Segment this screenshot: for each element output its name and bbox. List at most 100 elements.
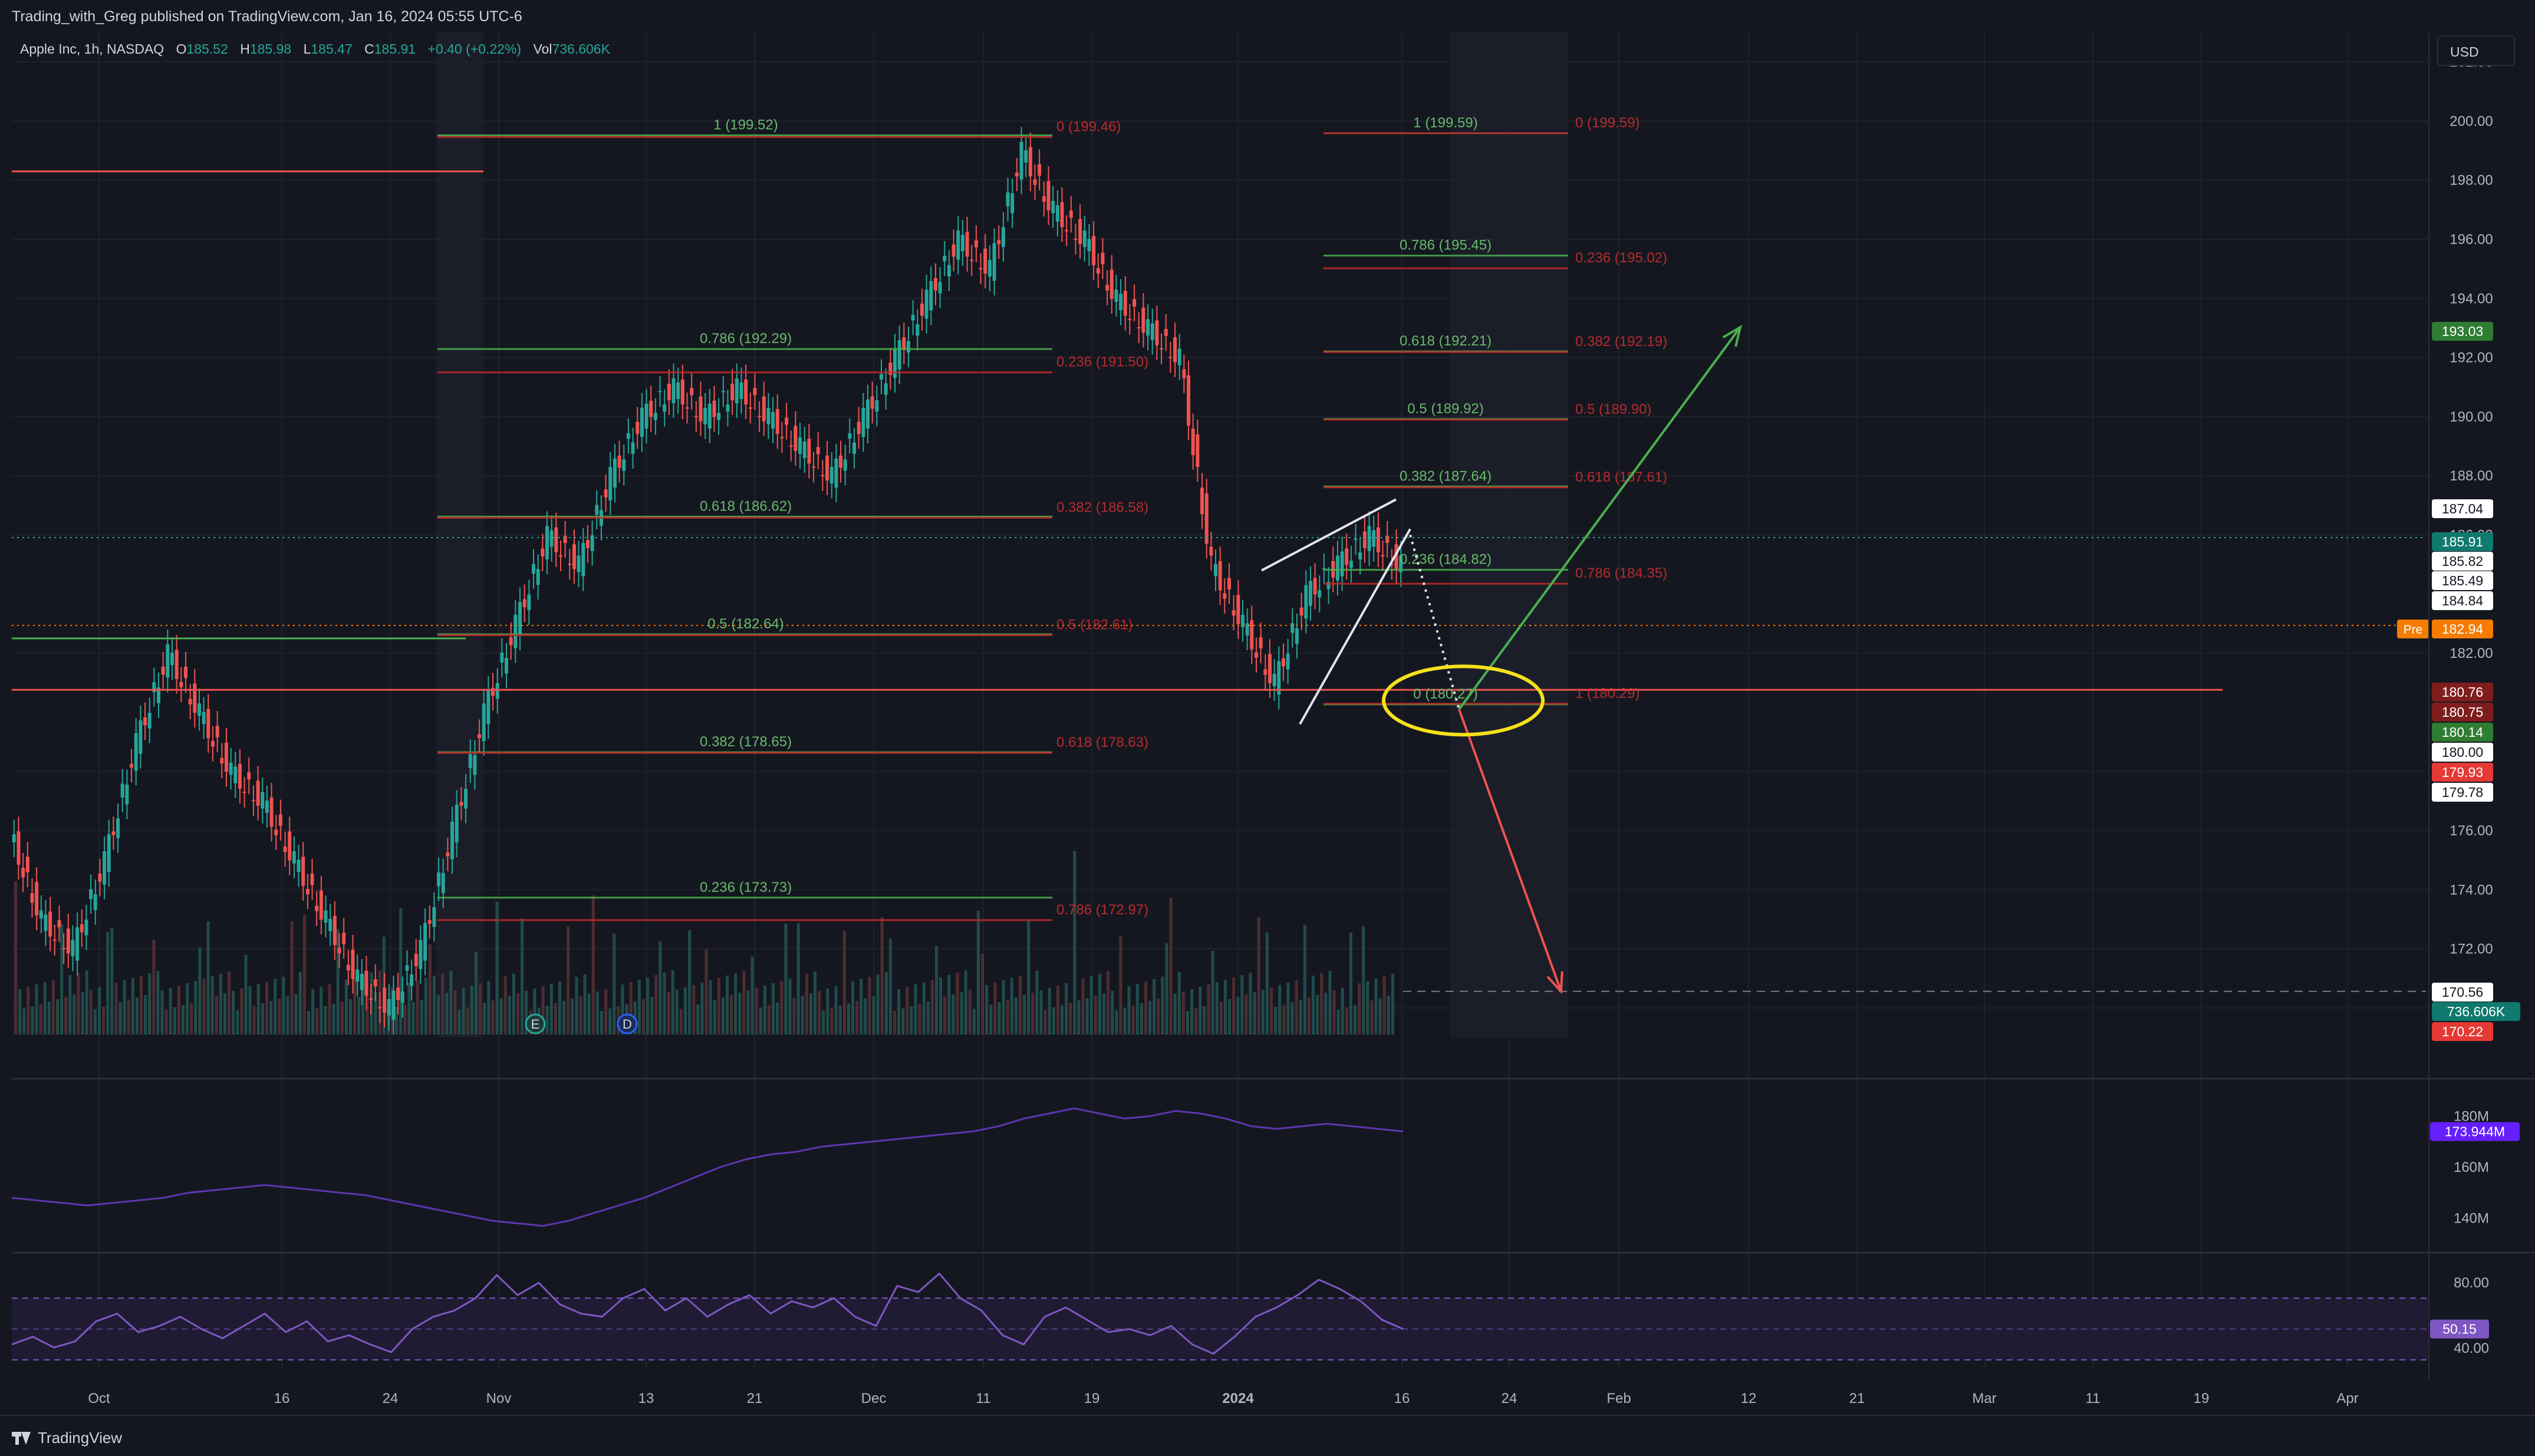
candle-body	[396, 987, 400, 1000]
volume-bar	[441, 973, 445, 1035]
volume-bar	[1043, 1010, 1047, 1035]
volume-bar	[499, 998, 503, 1035]
fib-level-label: 0 (199.59)	[1575, 115, 1639, 131]
candle-body	[175, 650, 179, 679]
volume-bar	[805, 974, 808, 1035]
candle-body	[563, 535, 567, 543]
volume-bar	[1265, 933, 1269, 1035]
candle-body	[505, 657, 509, 674]
candle-body	[1132, 299, 1137, 307]
volume-bar	[232, 991, 235, 1035]
volume-bar	[1362, 926, 1365, 1035]
volume-bar	[445, 993, 449, 1035]
volume-bar	[386, 1009, 390, 1035]
candle-body	[355, 969, 360, 982]
candle-body	[590, 535, 594, 551]
volume-bar	[68, 975, 72, 1035]
price-axis-label-bg	[2432, 703, 2493, 722]
volume-bar	[512, 974, 515, 1035]
fib-level-label: 0.382 (178.65)	[700, 734, 792, 750]
candle-body	[161, 667, 165, 675]
volume-bar	[1328, 971, 1332, 1035]
candle-body	[888, 363, 893, 375]
time-axis-label: 19	[2194, 1391, 2210, 1406]
fib-level-label: 0.382 (186.58)	[1056, 499, 1148, 515]
volume-bar	[1069, 1003, 1072, 1035]
candle-body	[319, 890, 323, 920]
volume-bar	[399, 908, 403, 1035]
candle-body	[1367, 526, 1371, 551]
candle-body	[233, 766, 238, 783]
candle-body	[242, 792, 246, 793]
volume-bar	[964, 970, 967, 1035]
volume-bar	[206, 921, 210, 1035]
volume-bar	[1354, 1005, 1357, 1035]
candle-body	[1227, 578, 1231, 589]
candle-body	[166, 644, 170, 678]
candle-body	[1164, 328, 1168, 337]
volume-bar	[1039, 990, 1043, 1035]
candle-body	[1146, 319, 1150, 336]
price-axis-label: 182.94	[2442, 621, 2484, 637]
volume-bar	[847, 1003, 850, 1035]
fib-level-label: 0.618 (186.62)	[700, 498, 792, 514]
volume-bar	[1061, 1005, 1064, 1035]
candle-body	[861, 407, 865, 437]
candle-body	[459, 802, 463, 806]
volume-bar	[1144, 981, 1147, 1035]
volume-bar	[449, 971, 453, 1035]
candle-body	[577, 555, 581, 572]
candle-body	[595, 505, 599, 515]
volume-bar	[533, 989, 536, 1035]
volume-bar	[81, 992, 84, 1035]
open-value: 185.52	[186, 41, 228, 57]
volume-bar	[943, 997, 947, 1035]
candle-body	[663, 404, 667, 412]
volume-bar	[127, 1000, 130, 1035]
price-tick-label: 192.00	[2450, 350, 2493, 366]
volume-bar	[613, 934, 616, 1035]
volume-bar	[18, 989, 22, 1035]
volume-bar	[583, 974, 587, 1035]
candle-body	[802, 442, 806, 459]
candle-body	[134, 733, 138, 771]
volume-bar	[939, 977, 943, 1035]
volume-bar	[298, 972, 302, 1035]
tradingview-logo-icon	[12, 1431, 32, 1445]
currency-button[interactable]: USD	[2437, 35, 2515, 66]
candle-body	[974, 240, 978, 248]
volume-bar	[487, 981, 490, 1035]
candle-body	[721, 391, 725, 393]
candle-body	[197, 703, 201, 716]
candle-body	[111, 831, 116, 835]
top-bar: Trading_with_Greg published on TradingVi…	[0, 0, 2535, 34]
candle-body	[1272, 674, 1276, 686]
candle-body	[1082, 230, 1087, 247]
chart-canvas[interactable]: 202.00200.00198.00196.00194.00192.00190.…	[0, 0, 2535, 1415]
volume-bar	[814, 971, 817, 1035]
tradingview-logo[interactable]: TradingView	[12, 1429, 122, 1447]
open-label: O	[176, 41, 187, 57]
volume-bar	[148, 973, 152, 1035]
volume-bar	[1177, 972, 1181, 1035]
volume-bar	[759, 1007, 762, 1035]
volume-bar	[1131, 1006, 1135, 1035]
fib-level-label: 0.236 (191.50)	[1056, 354, 1148, 370]
volume-bar	[43, 982, 47, 1035]
volume-bar	[717, 978, 720, 1035]
volume-bar	[1312, 976, 1315, 1035]
candle-body	[378, 1007, 382, 1009]
volume-bar	[571, 999, 574, 1035]
volume-bar	[1181, 991, 1185, 1035]
candle-body	[229, 762, 233, 775]
time-axis-label: 16	[274, 1391, 290, 1406]
candle-body	[965, 232, 969, 257]
candle-body	[1024, 150, 1028, 163]
volume-bar	[1010, 978, 1013, 1035]
fib-level-label: 0.236 (184.82)	[1400, 552, 1492, 568]
candle-body	[261, 792, 265, 809]
volume-bar	[491, 1000, 495, 1035]
symbol-name[interactable]: Apple Inc, 1h, NASDAQ	[20, 41, 164, 57]
candle-body	[807, 439, 811, 464]
candle-body	[1028, 147, 1032, 177]
